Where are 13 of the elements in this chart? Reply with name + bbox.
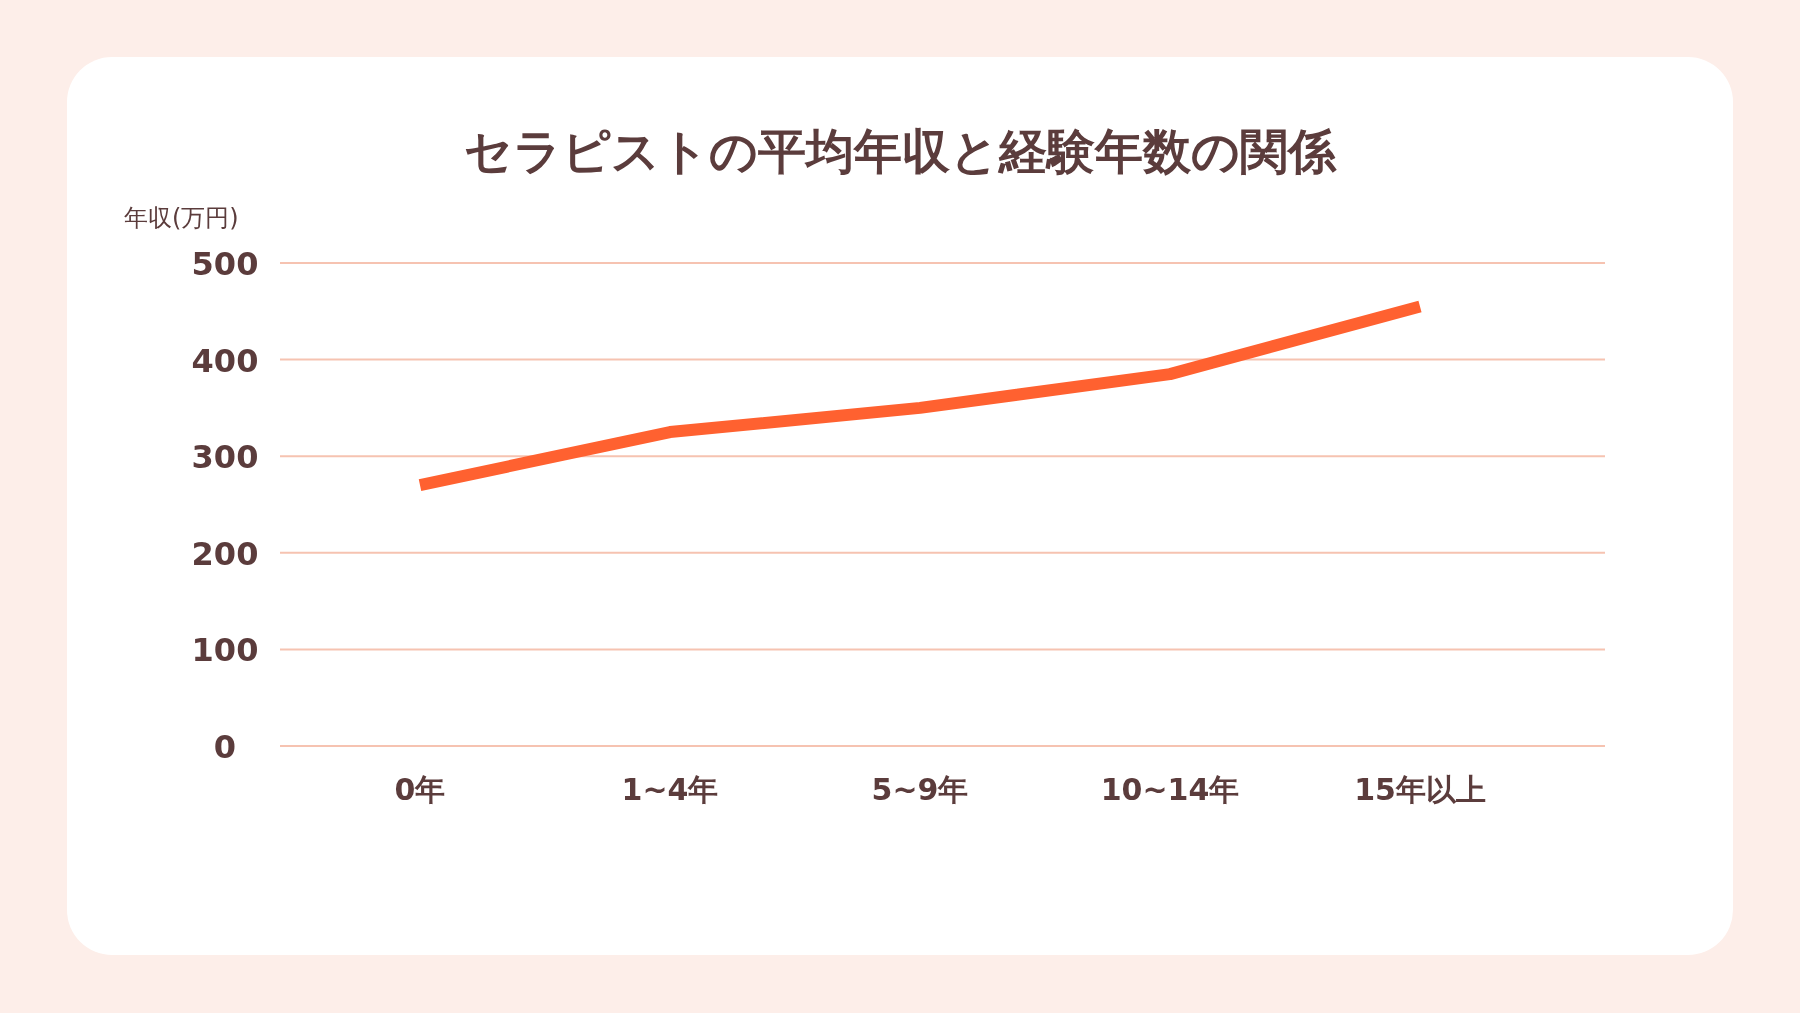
- x-tick-label: 0年: [394, 772, 446, 807]
- y-tick-label: 400: [191, 341, 259, 380]
- x-tick-label: 15年以上: [1354, 772, 1486, 807]
- x-tick-label: 1~4年: [621, 772, 719, 807]
- x-tick-label: 5~9年: [871, 772, 969, 807]
- y-tick-label: 0: [213, 728, 237, 766]
- y-tick-label: 100: [191, 631, 259, 670]
- ylabel: 年収(万円): [124, 204, 239, 232]
- y-tick-label: 300: [191, 438, 259, 477]
- y-tick-label: 200: [191, 534, 259, 573]
- x-tick-label: 10~14年: [1100, 772, 1240, 807]
- title: セラピストの平均年収と経験年数の関係: [464, 123, 1336, 179]
- y-tick-label: 500: [191, 245, 259, 283]
